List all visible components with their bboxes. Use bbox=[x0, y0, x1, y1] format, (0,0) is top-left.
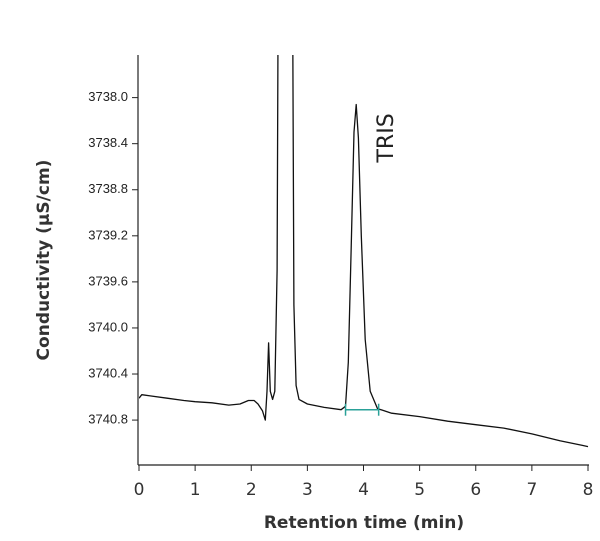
y-tick-label: 3738.8 bbox=[88, 181, 128, 196]
x-tick-label: 1 bbox=[190, 480, 201, 500]
x-tick-label: 3 bbox=[302, 480, 313, 500]
y-tick-label: 3740.0 bbox=[88, 319, 128, 334]
y-tick-label: 3740.8 bbox=[88, 412, 128, 427]
y-tick-label: 3739.6 bbox=[88, 273, 128, 288]
x-tick-label: 2 bbox=[246, 480, 257, 500]
x-axis-label: Retention time (min) bbox=[264, 513, 464, 533]
x-tick-label: 5 bbox=[414, 480, 425, 500]
x-tick-label: 0 bbox=[134, 480, 145, 500]
x-tick-label: 4 bbox=[358, 480, 369, 500]
trace bbox=[139, 55, 589, 448]
x-tick-label: 8 bbox=[583, 480, 594, 500]
y-tick-label: 3739.2 bbox=[88, 227, 128, 242]
x-tick-label: 6 bbox=[470, 480, 481, 500]
y-tick-label: 3738.0 bbox=[88, 89, 128, 104]
plot-area bbox=[139, 55, 589, 448]
peak-label: TRIS bbox=[374, 113, 399, 163]
y-tick-label: 3738.4 bbox=[88, 135, 128, 150]
x-tick-label: 7 bbox=[526, 480, 537, 500]
y-tick-label: 3740.4 bbox=[88, 365, 128, 380]
y-axis-label: Conductivity (µS/cm) bbox=[34, 160, 54, 361]
